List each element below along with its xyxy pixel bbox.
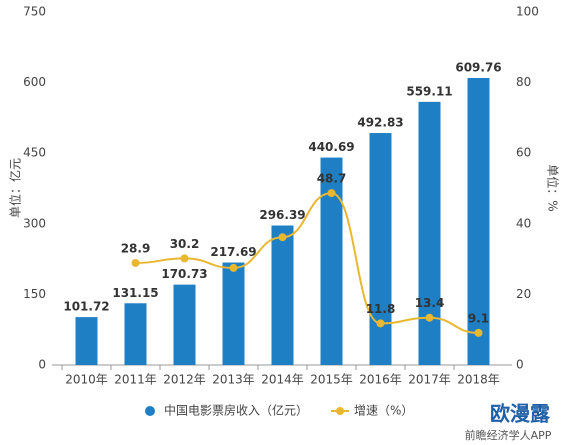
line-value-label: 48.7 [317, 172, 347, 186]
legend-swatch [145, 406, 155, 416]
bar [222, 262, 245, 365]
line-value-label: 11.8 [366, 302, 396, 316]
x-tick-label: 2013年 [212, 373, 255, 387]
bar-value-label: 609.76 [455, 61, 501, 75]
bar-value-label: 559.11 [406, 84, 452, 98]
y-axis-label: 单位：亿元 [8, 158, 23, 218]
line-marker [327, 189, 336, 198]
line-value-label: 28.9 [121, 241, 151, 255]
legend-label: 中国电影票房收入（亿元） [164, 403, 308, 418]
line-value-label: 13.4 [415, 296, 445, 310]
line-marker [180, 254, 189, 263]
bar [467, 78, 490, 366]
bar [418, 101, 441, 366]
line-marker [278, 233, 287, 242]
legend-label: 增速（%） [354, 404, 413, 418]
line-marker [474, 328, 483, 337]
bar-value-label: 101.72 [63, 300, 109, 314]
x-tick-label: 2018年 [457, 373, 500, 387]
y-tick-label: 450 [23, 146, 46, 160]
bar [271, 225, 294, 365]
line-marker [131, 258, 140, 267]
line-value-label: 9.1 [468, 311, 489, 325]
bar [369, 133, 392, 365]
line-marker [229, 263, 238, 272]
y2-tick-label: 60 [516, 146, 531, 160]
bar [173, 284, 196, 365]
y-tick-label: 0 [38, 358, 46, 372]
x-tick-label: 2010年 [65, 373, 108, 387]
source: 前瞻经济学人APP [465, 428, 552, 442]
bar-value-label: 492.83 [357, 116, 403, 130]
bar [320, 157, 343, 365]
bar [75, 317, 98, 365]
x-tick-label: 2014年 [261, 373, 304, 387]
x-tick-label: 2015年 [310, 373, 353, 387]
y2-tick-label: 40 [516, 216, 531, 230]
y-tick-label: 600 [23, 75, 46, 89]
y2-tick-label: 80 [516, 75, 531, 89]
y-tick-label: 750 [23, 5, 46, 19]
bar-value-label: 440.69 [308, 140, 354, 154]
x-tick-label: 2012年 [163, 373, 206, 387]
y2-tick-label: 20 [516, 287, 531, 301]
y2-axis-label: 单位：% [546, 164, 561, 211]
line-marker [425, 313, 434, 322]
bar-value-label: 131.15 [112, 286, 158, 300]
bar-value-label: 170.73 [161, 267, 207, 281]
x-tick-label: 2016年 [359, 373, 402, 387]
x-tick-label: 2011年 [114, 373, 157, 387]
y2-tick-label: 100 [516, 5, 539, 19]
y-tick-label: 300 [23, 216, 46, 230]
watermark: 欧漫露 [490, 402, 551, 426]
line [135, 192, 479, 334]
y-tick-label: 150 [23, 287, 46, 301]
bar [124, 303, 147, 365]
x-tick-label: 2017年 [408, 373, 451, 387]
line-marker [376, 319, 385, 328]
bar-value-label: 296.39 [259, 208, 305, 222]
y2-tick-label: 0 [516, 358, 524, 372]
line-value-label: 30.2 [170, 237, 200, 251]
legend-swatch [336, 407, 344, 415]
bar-value-label: 217.69 [210, 245, 256, 259]
